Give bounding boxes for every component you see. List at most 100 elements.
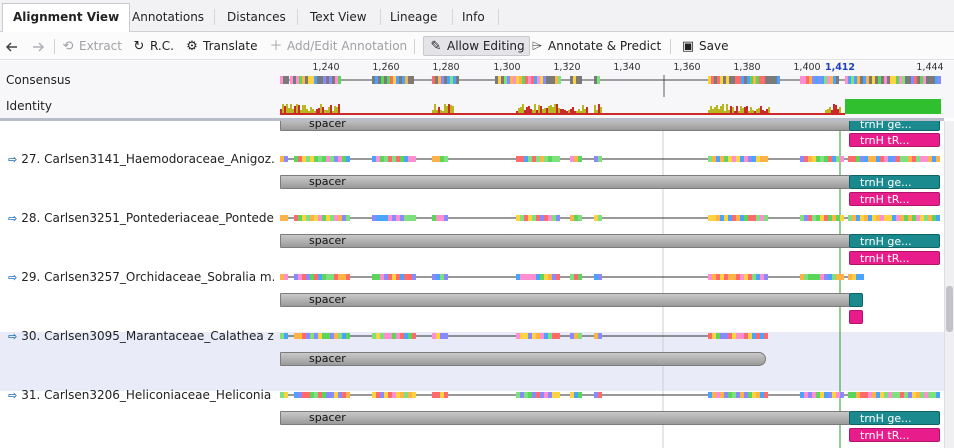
tab-info[interactable]: Info: [462, 10, 485, 24]
spacer-annotation[interactable]: spacer: [280, 121, 850, 131]
sequence-base: [598, 392, 602, 398]
alignment-canvas[interactable]: [0, 121, 944, 448]
identity-bar: [724, 111, 726, 114]
sequence-base: [540, 392, 544, 398]
consensus-base: [806, 76, 809, 84]
tab-alignment-view[interactable]: Alignment View: [2, 3, 131, 33]
spacer-annotation[interactable]: spacer: [280, 352, 766, 366]
sequence-base: [330, 274, 334, 280]
consensus-base: [881, 76, 884, 84]
sequence-base: [552, 215, 556, 221]
sequence-base: [756, 156, 760, 162]
consensus-base: [576, 76, 579, 84]
sequence-base: [578, 215, 582, 221]
sequence-base: [302, 274, 306, 280]
sequence-base: [346, 156, 350, 162]
sequence-name-30[interactable]: ⇨ 30. Carlsen3095_Marantaceae_Calathea z.…: [8, 329, 274, 343]
trnh-gene-annotation[interactable]: [849, 293, 863, 307]
identity-bar: [298, 105, 300, 114]
tab-text-view[interactable]: Text View: [310, 10, 367, 24]
identity-bar: [566, 111, 568, 114]
identity-bar: [839, 107, 841, 114]
sequence-base: [924, 156, 928, 162]
sequence-alignment-area[interactable]: spacer trnH ge... trnH tR... ⇨ 27. Carlse…: [0, 121, 944, 448]
sequence-name-31[interactable]: ⇨ 31. Carlsen3206_Heliconiaceae_Heliconia…: [8, 388, 274, 402]
trnh-trna-annotation[interactable]: [849, 310, 863, 324]
sequence-base: [864, 156, 868, 162]
identity-bar: [302, 105, 304, 114]
sequence-base: [432, 333, 436, 339]
sequence-name-27[interactable]: ⇨ 27. Carlsen3141_Haemodoraceae_Anigoz...: [8, 152, 274, 166]
consensus-base: [747, 76, 750, 84]
sequence-base: [306, 333, 310, 339]
header-divider[interactable]: [0, 118, 944, 121]
identity-bar: [452, 106, 454, 114]
sequence-base: [306, 156, 310, 162]
consensus-base: [375, 76, 378, 84]
rc-button[interactable]: ↻ R.C.: [131, 35, 174, 57]
spacer-annotation[interactable]: spacer: [280, 411, 850, 425]
sequence-base: [804, 392, 808, 398]
identity-bar: [288, 108, 290, 114]
translate-button[interactable]: ⚙ Translate: [184, 35, 257, 57]
trnh-gene-annotation[interactable]: trnH ge...: [849, 175, 940, 189]
tab-annotations[interactable]: Annotations: [132, 10, 205, 24]
sequence-base: [824, 215, 828, 221]
identity-bar: [884, 99, 887, 114]
sequence-name-28[interactable]: ⇨ 28. Carlsen3251_Pontederiaceae_Pontede.…: [8, 211, 274, 225]
annotate-predict-button[interactable]: ⌲ Annotate & Predict: [529, 35, 661, 57]
sequence-base: [888, 156, 892, 162]
consensus-base: [765, 76, 768, 84]
trnh-trna-annotation[interactable]: trnH tR...: [849, 428, 940, 442]
sequence-base: [520, 215, 524, 221]
consensus-base: [821, 76, 824, 84]
identity-bar: [582, 105, 584, 114]
sequence-base: [724, 333, 728, 339]
spacer-annotation[interactable]: spacer: [280, 293, 850, 307]
vertical-scrollbar[interactable]: [944, 121, 954, 448]
identity-bar: [766, 109, 768, 114]
consensus-base: [905, 76, 908, 84]
consensus-base: [335, 76, 338, 84]
scrollbar-thumb[interactable]: [946, 286, 953, 332]
identity-bar: [330, 105, 332, 114]
sequence-base: [884, 215, 888, 221]
sequence-base: [716, 392, 720, 398]
sequence-base: [436, 156, 440, 162]
sequence-base: [832, 392, 836, 398]
trnh-trna-annotation[interactable]: trnH tR...: [849, 133, 940, 147]
sequence-base: [326, 156, 330, 162]
identity-bar: [718, 109, 720, 114]
consensus-identity-track[interactable]: 1,240 1,260 1,280 1,300 1,320 1,340 1,360 1,380…: [0, 61, 954, 118]
sequence-base: [756, 333, 760, 339]
ruler-tick-label: 1,380: [733, 62, 760, 73]
consensus-base: [594, 76, 597, 84]
sequence-base: [808, 392, 812, 398]
identity-bar: [890, 99, 893, 114]
trnh-gene-annotation[interactable]: trnH ge...: [849, 411, 940, 425]
tab-distances[interactable]: Distances: [227, 10, 286, 24]
spacer-annotation[interactable]: spacer: [280, 234, 850, 248]
spacer-annotation[interactable]: spacer: [280, 175, 850, 189]
identity-bar: [552, 107, 554, 114]
trnh-gene-annotation[interactable]: trnH ge...: [849, 121, 940, 131]
identity-bar: [290, 104, 292, 114]
extract-button[interactable]: ⟲ Extract: [60, 35, 122, 57]
sequence-base: [440, 156, 444, 162]
add-edit-annotation-button[interactable]: ＋ Add/Edit Annotation: [268, 35, 407, 57]
forward-button[interactable]: [30, 35, 46, 57]
trnh-trna-annotation[interactable]: trnH tR...: [849, 251, 940, 265]
trnh-trna-annotation[interactable]: trnH tR...: [849, 192, 940, 206]
save-button[interactable]: ▣ Save: [680, 35, 729, 57]
allow-editing-toggle[interactable]: ✎ Allow Editing: [423, 36, 530, 56]
sequence-base: [552, 333, 556, 339]
sequence-name-29[interactable]: ⇨ 29. Carlsen3257_Orchidaceae_Sobralia m.…: [8, 270, 274, 284]
sequence-base: [440, 274, 444, 280]
trnh-gene-annotation[interactable]: trnH ge...: [849, 234, 940, 248]
sequence-base: [760, 215, 764, 221]
consensus-base: [723, 76, 726, 84]
tab-lineage[interactable]: Lineage: [390, 10, 438, 24]
sequence-base: [808, 274, 812, 280]
back-button[interactable]: [4, 35, 20, 57]
identity-bar: [296, 104, 298, 114]
